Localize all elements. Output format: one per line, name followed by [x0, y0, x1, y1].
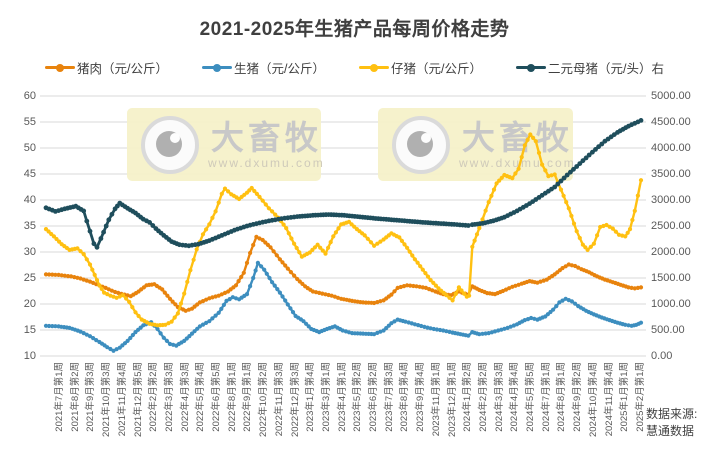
right-axis-tick: 3000.00: [651, 194, 691, 206]
x-axis-label: 2023年6月第2周: [368, 362, 379, 432]
x-axis-label: 2023年12月第1周: [446, 362, 458, 437]
legend-label: 猪肉（元/公斤）: [77, 62, 169, 76]
chart-title: 2021-2025年生猪产品每周价格走势: [199, 19, 510, 40]
left-axis-tick: 25: [23, 272, 36, 284]
right-axis-tick: 2000.00: [651, 246, 691, 258]
legend-label: 仔猪（元/公斤）: [391, 62, 482, 76]
watermark-url: www.dxumu.com: [208, 155, 325, 170]
x-axis-label: 2023年9月第4周: [415, 362, 427, 432]
x-axis-label: 2024年11月第4周: [603, 362, 615, 437]
x-axis-label: 2024年10月第4周: [587, 362, 599, 437]
legend-line-marker-icon: [359, 63, 389, 72]
data-source-line1: 数据来源:: [646, 407, 698, 421]
x-axis-label: 2022年9月第1周: [242, 362, 254, 432]
right-axis-tick: 4500.00: [651, 116, 691, 128]
x-axis-label: 2022年4月第3周: [179, 362, 191, 432]
legend-line-marker-icon: [202, 63, 233, 72]
x-axis-label: 2024年1月第2周: [462, 362, 474, 432]
right-axis-tick: 4000.00: [651, 142, 691, 154]
x-axis-label: 2024年8月第1周: [556, 362, 568, 432]
x-axis-label: 2023年11月第1周: [430, 362, 442, 437]
chart-legend: 猪肉（元/公斤） 生猪（元/公斤） 仔猪（元/公斤） 二元母猪（元/头）右: [0, 58, 709, 77]
watermark-box: 大畜牧 www.dxumu.com: [378, 108, 576, 181]
legend-item: 猪肉（元/公斤）: [45, 58, 168, 77]
x-axis-label: 2025年2月第1周: [634, 362, 646, 432]
x-axis-label: 2023年7月第3周: [383, 362, 395, 432]
x-axis-label: 2023年5月第2周: [352, 362, 364, 432]
data-source-line2: 慧通数据: [646, 424, 695, 438]
legend-line-marker-icon: [45, 63, 76, 72]
watermark-brand: 大畜牧: [210, 118, 322, 156]
x-axis-label: 2021年12月第5周: [132, 362, 144, 437]
x-axis-label: 2021年7月第1周: [54, 362, 65, 432]
legend-label: 生猪（元/公斤）: [234, 62, 325, 76]
watermark-url: www.dxumu.com: [459, 155, 576, 170]
x-axis-label: 2024年9月第2周: [572, 362, 584, 432]
right-axis-tick: 3500.00: [651, 168, 691, 180]
right-axis-tick: 2500.00: [651, 220, 691, 232]
x-axis-label: 2022年8月第1周: [226, 362, 238, 432]
x-axis-label: 2024年3月第3周: [493, 362, 505, 432]
legend-item: 生猪（元/公斤）: [202, 58, 325, 77]
right-axis-tick: 0.00: [651, 350, 673, 362]
left-axis-tick: 35: [23, 220, 36, 232]
left-axis-tick: 45: [23, 168, 36, 180]
x-axis-label: 2023年4月第1周: [336, 362, 348, 432]
series-生猪（元/公斤）: [43, 260, 644, 353]
left-axis-tick: 30: [23, 246, 36, 258]
left-axis-tick: 55: [23, 116, 36, 128]
x-axis-label: 2022年5月第4周: [195, 362, 207, 432]
x-axis-label: 2024年5月第5周: [525, 362, 536, 432]
x-axis-label: 2021年8月第2周: [69, 362, 81, 432]
x-axis-label: 2022年10月第2周: [258, 362, 270, 437]
left-axis-tick: 60: [23, 90, 36, 102]
x-axis-label: 2023年1月第4周: [305, 362, 317, 432]
x-axis-label: 2024年2月第2周: [477, 362, 489, 432]
x-axis-label: 2021年11月第4周: [116, 362, 128, 437]
watermark-eye-logo-icon: [141, 115, 199, 174]
legend-label: 二元母猪（元/头）右: [547, 62, 664, 76]
x-axis-label: 2023年8月第4周: [399, 362, 411, 432]
x-axis-label: 2025年1月第1周: [619, 362, 631, 432]
watermark-eye-logo-icon: [392, 115, 450, 174]
legend-item: 二元母猪（元/头）右: [515, 58, 664, 77]
legend-line-marker-icon: [515, 63, 546, 72]
left-axis-tick: 20: [23, 298, 36, 310]
x-axis-label: 2021年9月第3周: [85, 362, 97, 432]
right-axis-tick: 1500.00: [651, 272, 691, 284]
right-axis-tick: 5000.00: [651, 90, 691, 102]
x-axis-label: 2022年6月第5周: [211, 362, 222, 432]
legend-item: 仔猪（元/公斤）: [359, 58, 482, 77]
left-axis-tick: 40: [23, 194, 36, 206]
right-axis-tick: 1000.00: [651, 298, 691, 310]
right-axis-tick: 500.00: [651, 324, 685, 336]
x-axis-label: 2022年3月第3周: [163, 362, 175, 432]
x-axis-label: 2021年10月第3周: [101, 362, 113, 437]
x-axis-label: 2023年3月第1周: [320, 362, 332, 432]
x-axis-label: 2024年7月第1周: [540, 362, 552, 432]
left-axis-tick: 10: [23, 350, 36, 362]
watermark-brand: 大畜牧: [461, 118, 573, 156]
watermark-box: 大畜牧 www.dxumu.com: [127, 108, 323, 181]
left-axis-tick: 15: [23, 324, 36, 336]
data-source-note: 数据来源: 慧通数据: [646, 406, 697, 440]
series-猪肉（元/公斤）: [43, 234, 644, 313]
x-axis-label: 2022年11月第3周: [273, 362, 285, 437]
left-axis-tick: 50: [23, 142, 36, 154]
x-axis-label: 2022年2月第2周: [148, 362, 160, 432]
x-axis-label: 2024年4月第4周: [509, 362, 521, 432]
x-axis-label: 2022年12月第3周: [289, 362, 301, 437]
